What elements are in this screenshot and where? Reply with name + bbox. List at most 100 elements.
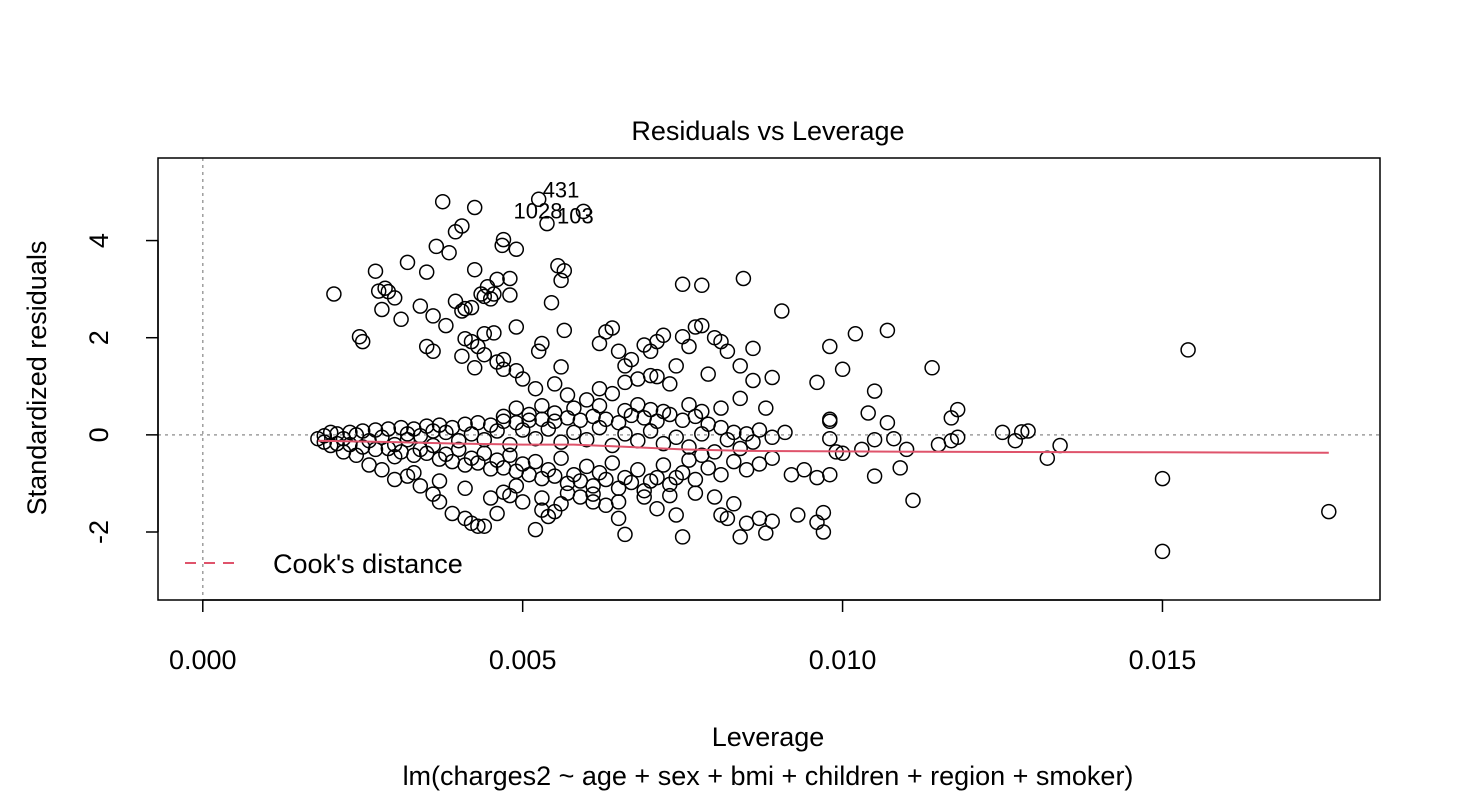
data-point <box>630 462 646 478</box>
data-point <box>473 286 489 302</box>
data-point <box>630 432 646 449</box>
data-point <box>591 335 608 352</box>
data-point <box>706 489 723 505</box>
data-point <box>879 414 896 431</box>
data-point <box>546 376 563 392</box>
data-point <box>566 400 582 416</box>
data-point <box>674 276 691 293</box>
data-point <box>508 241 525 258</box>
data-point <box>447 224 464 240</box>
data-point <box>406 464 422 481</box>
data-point <box>335 430 352 447</box>
data-point <box>482 291 499 307</box>
data-point <box>726 496 742 512</box>
data-point <box>534 335 550 352</box>
data-point <box>486 286 502 302</box>
data-point <box>700 460 716 476</box>
data-point <box>713 466 729 483</box>
data-point <box>610 343 627 360</box>
data-point <box>655 435 672 452</box>
data-point <box>566 466 582 483</box>
data-point <box>809 514 825 531</box>
legend: Cook's distance <box>185 549 463 579</box>
data-point <box>434 193 451 210</box>
data-point <box>502 270 518 287</box>
data-point <box>559 410 576 426</box>
data-point <box>924 360 940 376</box>
data-point <box>598 497 614 514</box>
data-point <box>367 263 384 279</box>
data-point <box>860 405 876 421</box>
data-point <box>1321 503 1337 520</box>
data-point <box>1154 543 1171 560</box>
data-point <box>386 471 403 488</box>
data-point <box>822 338 838 355</box>
data-point <box>694 277 710 294</box>
data-point <box>866 383 883 399</box>
data-point <box>521 406 537 423</box>
data-point <box>674 529 691 545</box>
data-point <box>681 338 697 355</box>
data-point <box>374 301 390 318</box>
data-point <box>610 510 627 527</box>
data-point <box>822 413 838 430</box>
data-point <box>815 524 832 540</box>
point-label: 103 <box>557 204 594 229</box>
data-point <box>706 444 723 460</box>
data-point <box>566 424 582 441</box>
data-point <box>655 457 672 473</box>
data-point <box>466 360 483 376</box>
chart-title: Residuals vs Leverage <box>631 116 904 146</box>
data-point <box>527 521 544 538</box>
data-point <box>905 492 921 509</box>
data-point <box>495 484 512 500</box>
smooth-line-group <box>317 439 1329 454</box>
data-point <box>476 326 493 342</box>
data-point <box>514 371 531 387</box>
data-point <box>642 423 659 439</box>
data-point <box>623 351 640 368</box>
data-point <box>751 510 768 527</box>
data-point <box>578 431 595 448</box>
data-point <box>425 486 441 502</box>
data-point <box>751 456 768 472</box>
smooth-line <box>317 439 1329 454</box>
data-point <box>687 485 704 501</box>
x-tick-label: 0.010 <box>809 645 877 675</box>
data-point <box>674 412 691 429</box>
data-point <box>441 244 457 261</box>
data-point <box>809 374 825 391</box>
data-point <box>604 455 621 471</box>
data-point <box>386 448 403 465</box>
data-point <box>591 464 608 481</box>
data-point <box>546 405 563 421</box>
data-point <box>591 380 608 397</box>
data-point <box>738 462 755 478</box>
data-point <box>585 494 601 510</box>
data-point <box>994 424 1011 441</box>
data-point <box>418 264 435 280</box>
data-point <box>879 322 896 339</box>
data-point <box>494 237 510 254</box>
data-point <box>444 505 461 522</box>
data-point <box>476 288 493 305</box>
data-point <box>540 462 557 478</box>
data-point <box>764 429 780 446</box>
data-point <box>751 422 768 438</box>
data-point <box>559 485 576 501</box>
data-point <box>719 343 736 360</box>
data-point <box>556 262 573 279</box>
data-point <box>450 432 467 449</box>
data-point <box>466 261 483 278</box>
data-point <box>649 500 665 517</box>
y-tick-label: -2 <box>84 520 114 544</box>
point-label: 431 <box>543 177 580 202</box>
data-point <box>809 469 825 486</box>
data-point <box>668 429 684 446</box>
data-point <box>428 238 445 255</box>
data-point <box>508 319 525 335</box>
data-point <box>662 376 678 392</box>
data-point <box>495 408 512 425</box>
y-tick-label: 0 <box>84 427 114 442</box>
